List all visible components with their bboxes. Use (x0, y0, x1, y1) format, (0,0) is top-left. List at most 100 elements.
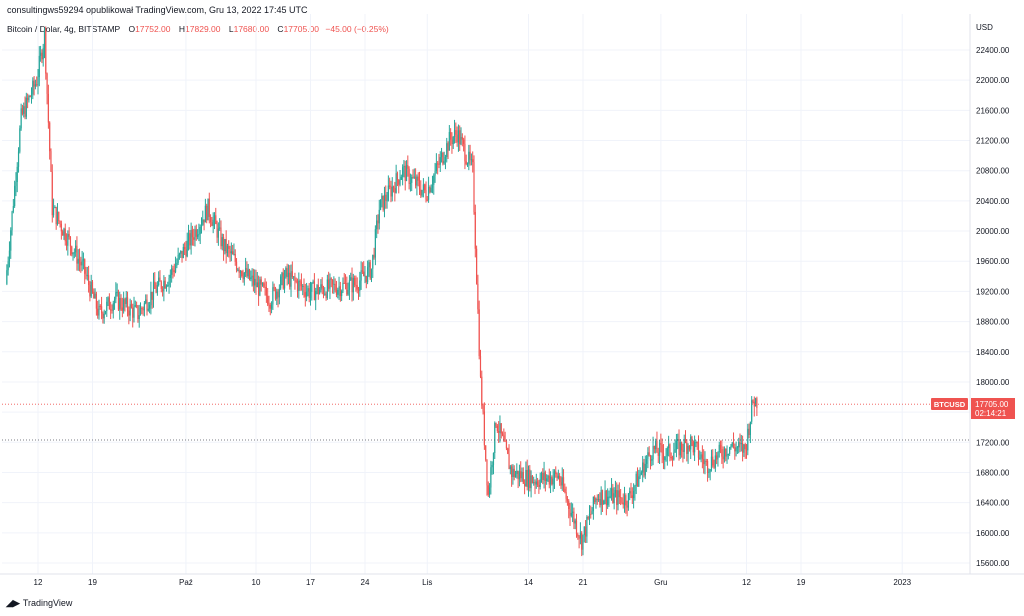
candle-body (469, 151, 471, 160)
candle-body (81, 260, 83, 266)
price-axis[interactable]: 22400.00 22000.00 21600.00 21200.00 20800.00… (976, 46, 1010, 568)
price-tick: 22400.00 (976, 46, 1010, 55)
candle-body (459, 130, 461, 145)
candle-body (64, 228, 66, 242)
candle-body (100, 306, 103, 314)
candle-body (121, 307, 123, 311)
candle-body (17, 151, 20, 167)
candle-body (701, 454, 703, 460)
candle-body (50, 151, 52, 172)
candle-body (71, 246, 73, 255)
candle-body (691, 436, 693, 442)
candle-body (470, 159, 473, 161)
candle-body (416, 176, 418, 186)
time-tick: 14 (524, 578, 533, 587)
candle-body (642, 462, 644, 473)
candle-body (224, 238, 226, 252)
candle-body (463, 139, 465, 144)
candle-body (745, 449, 748, 451)
candle-body (129, 304, 131, 316)
candle-body (264, 286, 266, 288)
candle-body (529, 469, 531, 489)
candle-body (434, 171, 436, 176)
candle-body (378, 209, 380, 224)
candle-body (520, 471, 522, 479)
candle-body (38, 55, 40, 78)
candle-body (705, 460, 707, 462)
candle-body (82, 259, 85, 261)
candle-body (534, 482, 536, 485)
candle-body (280, 276, 282, 289)
candle-body (742, 443, 744, 453)
candle-body (120, 297, 122, 308)
candle-body (139, 308, 142, 316)
candle-body (372, 254, 374, 269)
candle-body (278, 288, 280, 298)
candle-body (574, 520, 576, 524)
candle-body (226, 246, 229, 254)
candle-body (385, 194, 387, 201)
candle-body (404, 165, 406, 181)
candle-body (34, 84, 37, 87)
candle-body (738, 442, 740, 448)
candle-body (355, 284, 357, 286)
candle-body (59, 221, 61, 224)
candle-body (475, 248, 478, 284)
candle-body (247, 269, 249, 277)
candle-body (653, 445, 655, 450)
symbol-name[interactable]: Bitcoin / Dolar, 4g, BITSTAMP (7, 24, 121, 34)
candle-body (56, 211, 59, 225)
candle-body (89, 284, 91, 297)
candle-body (300, 281, 303, 287)
candle-body (302, 285, 304, 287)
candle-body (376, 220, 378, 230)
candle-body (167, 285, 169, 287)
candle-body (643, 462, 645, 476)
candle-body (638, 476, 640, 487)
candle-body (756, 398, 758, 409)
candle-body (171, 268, 173, 275)
candle-body (242, 275, 244, 280)
candle-body (12, 206, 14, 212)
candle-body (216, 224, 218, 238)
candle-body (556, 473, 558, 479)
candle-body (440, 152, 443, 158)
candle-body (438, 163, 440, 165)
candle-body (47, 93, 49, 123)
candle-body (524, 483, 526, 486)
brand-footer[interactable]: ◢▶ TradingView (6, 598, 72, 609)
candle-body (126, 297, 129, 311)
candle-body (303, 285, 305, 293)
candle-body (749, 421, 751, 436)
candle-body (341, 291, 343, 297)
candle-body (753, 401, 755, 407)
candle-body (152, 281, 155, 300)
candle-body (422, 184, 424, 190)
candle-body (203, 219, 205, 223)
candle-body (626, 505, 628, 508)
candle-body (347, 289, 349, 295)
candle-body (477, 283, 479, 310)
candle-body (383, 194, 386, 210)
candle-body (491, 464, 493, 468)
candle-body (373, 254, 375, 258)
candle-body (479, 356, 482, 377)
candle-body (80, 262, 82, 266)
candle-body (617, 490, 619, 505)
candle-body (163, 280, 165, 292)
candle-body (20, 108, 22, 129)
candle-body (364, 275, 366, 277)
candle-body (407, 165, 409, 169)
candle-body (213, 215, 216, 220)
time-axis[interactable]: 12 19 Paź 10 17 24 Lis 14 21 Gru 12 19 2023 (34, 578, 912, 587)
candle-body (405, 165, 408, 181)
candle-body (350, 277, 352, 281)
candle-body (251, 275, 253, 278)
candle-body (110, 309, 112, 311)
candle-body (387, 185, 389, 201)
candle-body (25, 97, 27, 117)
low-label: L (228, 24, 234, 34)
candle-body (252, 275, 255, 286)
candle-body (630, 491, 632, 496)
